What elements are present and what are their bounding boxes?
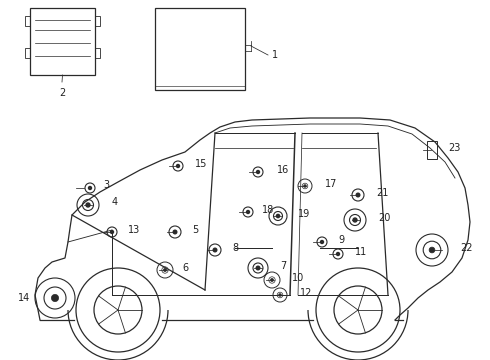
Text: 17: 17 xyxy=(325,179,338,189)
Text: 1: 1 xyxy=(272,50,278,60)
Text: 6: 6 xyxy=(182,263,188,273)
Text: 11: 11 xyxy=(355,247,367,257)
Bar xyxy=(25,16,30,26)
Text: 10: 10 xyxy=(292,273,304,283)
Text: 16: 16 xyxy=(277,165,289,175)
Text: 18: 18 xyxy=(262,205,274,215)
Text: 21: 21 xyxy=(376,188,389,198)
Circle shape xyxy=(176,165,179,167)
Bar xyxy=(95,48,100,58)
Text: 5: 5 xyxy=(192,225,198,235)
Circle shape xyxy=(173,230,177,234)
Text: 15: 15 xyxy=(195,159,207,169)
Circle shape xyxy=(256,266,260,270)
Text: 19: 19 xyxy=(298,209,310,219)
Circle shape xyxy=(279,294,281,296)
Bar xyxy=(427,141,437,159)
Circle shape xyxy=(276,214,280,217)
Circle shape xyxy=(320,240,323,243)
Circle shape xyxy=(356,193,360,197)
Text: 14: 14 xyxy=(18,293,30,303)
Text: 22: 22 xyxy=(460,243,472,253)
Bar xyxy=(95,16,100,26)
Circle shape xyxy=(89,186,92,189)
Text: 8: 8 xyxy=(232,243,238,253)
Circle shape xyxy=(337,252,340,256)
Text: 13: 13 xyxy=(128,225,140,235)
Text: 4: 4 xyxy=(112,197,118,207)
Circle shape xyxy=(304,185,306,187)
Text: 3: 3 xyxy=(103,180,109,190)
Text: 2: 2 xyxy=(59,88,65,98)
Bar xyxy=(30,8,95,75)
Circle shape xyxy=(51,294,59,302)
Circle shape xyxy=(429,247,435,253)
Circle shape xyxy=(353,218,357,222)
Text: 20: 20 xyxy=(378,213,391,223)
Bar xyxy=(25,48,30,58)
Circle shape xyxy=(256,171,260,174)
Circle shape xyxy=(213,248,217,252)
Bar xyxy=(155,8,245,90)
Text: 9: 9 xyxy=(338,235,344,245)
Circle shape xyxy=(111,230,114,234)
Circle shape xyxy=(246,211,249,213)
Circle shape xyxy=(271,279,273,281)
Circle shape xyxy=(164,269,166,271)
Circle shape xyxy=(86,203,90,207)
Text: 7: 7 xyxy=(280,261,286,271)
Text: 23: 23 xyxy=(448,143,461,153)
Text: 12: 12 xyxy=(300,288,313,298)
